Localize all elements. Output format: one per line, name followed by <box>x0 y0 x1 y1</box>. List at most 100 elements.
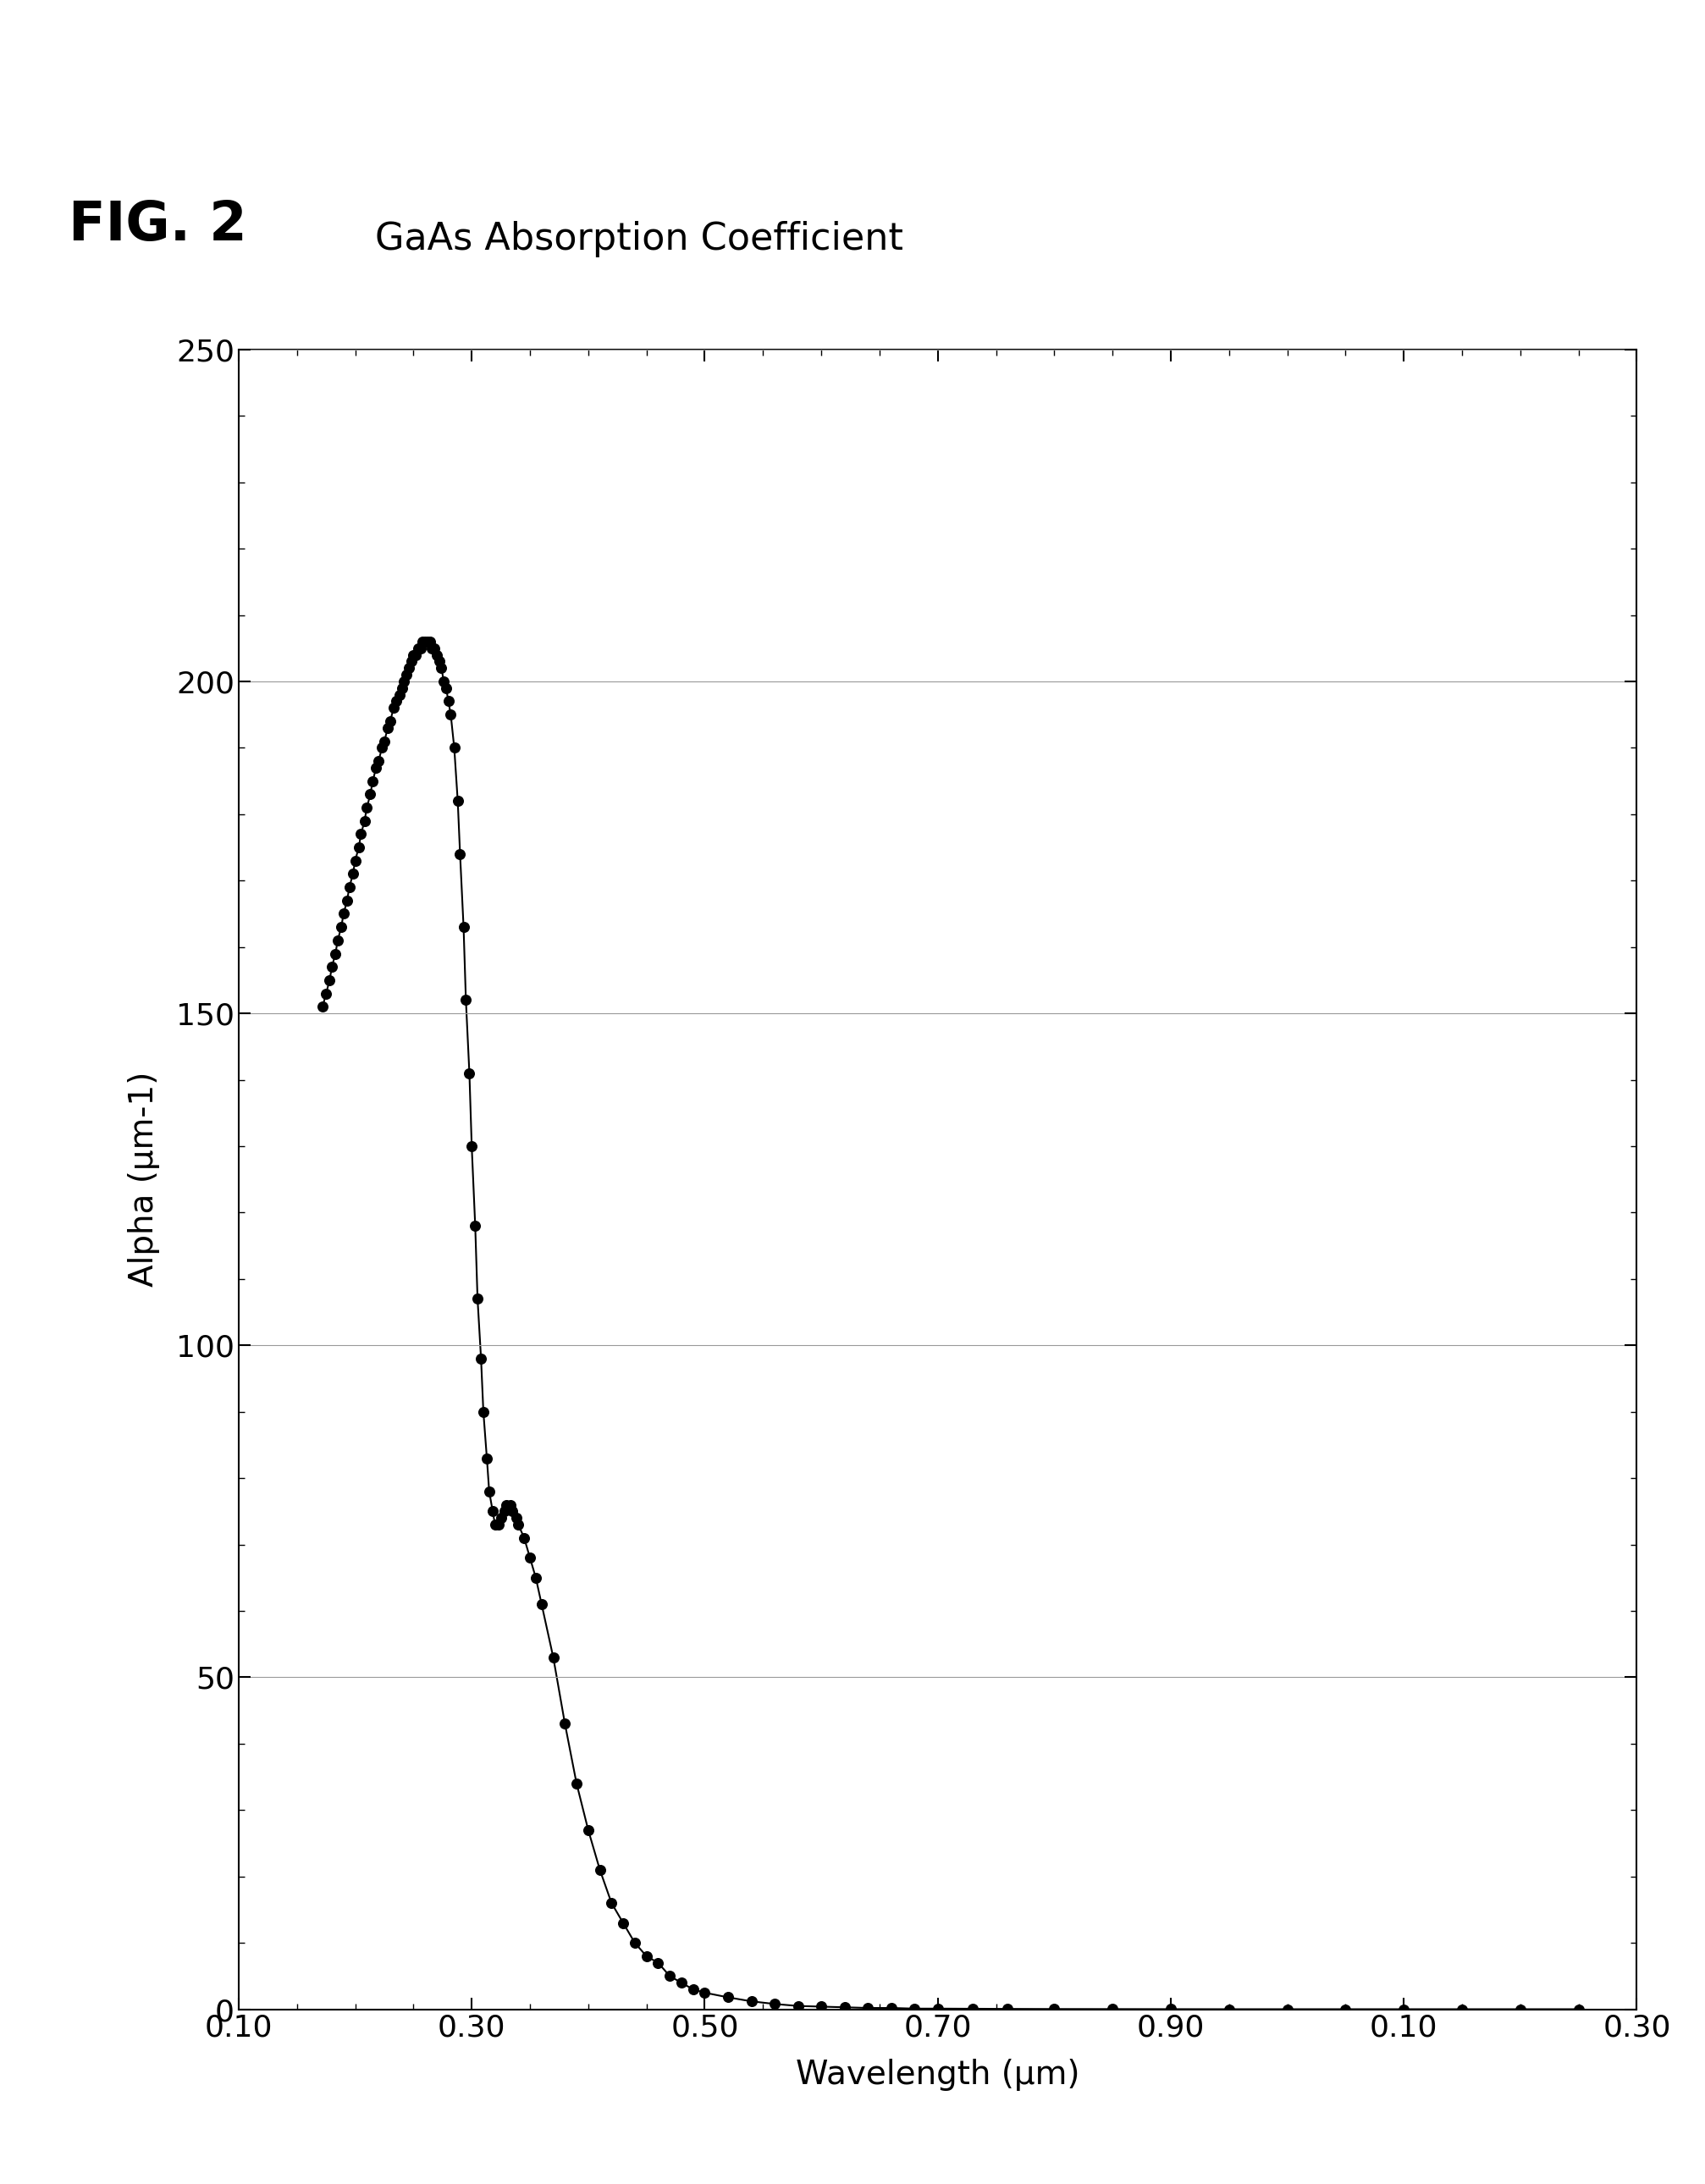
Point <box>409 625 436 660</box>
Point <box>368 729 396 764</box>
Point <box>426 644 454 679</box>
Point <box>322 937 350 972</box>
Point <box>529 1588 556 1623</box>
Point <box>324 924 351 959</box>
Point <box>691 1974 718 2009</box>
Point <box>392 657 419 692</box>
Point <box>447 836 474 871</box>
Point <box>656 1959 684 1994</box>
Point <box>430 664 457 699</box>
Point <box>714 1981 742 2016</box>
Point <box>668 1966 696 2001</box>
Point <box>679 1972 706 2007</box>
Point <box>471 1393 498 1428</box>
Point <box>1216 1992 1243 2027</box>
Point <box>396 651 423 686</box>
Point <box>464 1282 491 1317</box>
Point <box>467 1341 494 1376</box>
Point <box>644 1946 672 1981</box>
Point <box>1158 1992 1185 2027</box>
Point <box>587 1852 614 1887</box>
Point <box>598 1885 626 1920</box>
Point <box>459 1129 486 1164</box>
Y-axis label: Alpha (μm-1): Alpha (μm-1) <box>128 1072 160 1286</box>
Point <box>382 684 409 719</box>
Point <box>496 1487 523 1522</box>
Point <box>510 1520 537 1555</box>
Point <box>360 764 387 799</box>
Point <box>760 1987 788 2022</box>
Point <box>356 778 384 812</box>
Point <box>344 830 372 865</box>
Point <box>503 1500 530 1535</box>
Point <box>493 1487 520 1522</box>
Point <box>370 723 397 758</box>
Point <box>436 697 464 732</box>
Text: FIG. 2: FIG. 2 <box>68 199 247 251</box>
Point <box>830 1990 858 2025</box>
Point <box>1098 1992 1125 2027</box>
Point <box>1507 1992 1534 2027</box>
Point <box>389 670 416 705</box>
Point <box>373 710 401 745</box>
Point <box>539 1640 566 1675</box>
Point <box>440 729 467 764</box>
Point <box>339 856 367 891</box>
Point <box>522 1559 549 1594</box>
Point <box>1040 1992 1067 2027</box>
Point <box>479 1494 506 1529</box>
Point <box>994 1992 1021 2027</box>
Point <box>924 1992 951 2027</box>
Point <box>348 817 375 852</box>
Point <box>563 1767 590 1802</box>
Point <box>551 1706 578 1741</box>
Point <box>505 1507 532 1542</box>
Point <box>416 625 443 660</box>
Point <box>450 909 477 943</box>
Point <box>329 895 358 930</box>
Point <box>428 651 455 686</box>
Point <box>353 791 380 826</box>
Point <box>443 784 471 819</box>
Point <box>435 684 462 719</box>
Point <box>341 843 368 878</box>
Point <box>309 989 336 1024</box>
Point <box>633 1939 660 1974</box>
Point <box>418 631 445 666</box>
Point <box>390 664 418 699</box>
Point <box>1448 1992 1475 2027</box>
Point <box>380 690 407 725</box>
Point <box>397 644 425 679</box>
Point <box>462 1208 489 1243</box>
Point <box>610 1904 638 1939</box>
Point <box>808 1990 835 2025</box>
Point <box>517 1540 544 1575</box>
Point <box>878 1990 905 2025</box>
Point <box>491 1494 518 1529</box>
Point <box>738 1983 766 2018</box>
X-axis label: Wavelength (μm): Wavelength (μm) <box>796 2060 1079 2090</box>
Point <box>1390 1992 1417 2027</box>
Point <box>407 631 435 666</box>
Point <box>334 882 361 917</box>
Point <box>1565 1992 1592 2027</box>
Point <box>958 1992 985 2027</box>
Text: GaAs Absorption Coefficient: GaAs Absorption Coefficient <box>375 221 904 258</box>
Point <box>474 1441 501 1476</box>
Point <box>481 1507 508 1542</box>
Point <box>621 1926 648 1961</box>
Point <box>484 1507 512 1542</box>
Point <box>315 963 343 998</box>
Point <box>411 625 438 660</box>
Point <box>488 1500 515 1535</box>
Point <box>402 638 430 673</box>
Point <box>1332 1992 1359 2027</box>
Point <box>385 677 413 712</box>
Point <box>377 703 404 738</box>
Point <box>500 1494 527 1529</box>
Point <box>312 976 339 1011</box>
Point <box>854 1990 881 2025</box>
Point <box>784 1987 812 2022</box>
Point <box>452 983 479 1018</box>
Point <box>336 869 363 904</box>
